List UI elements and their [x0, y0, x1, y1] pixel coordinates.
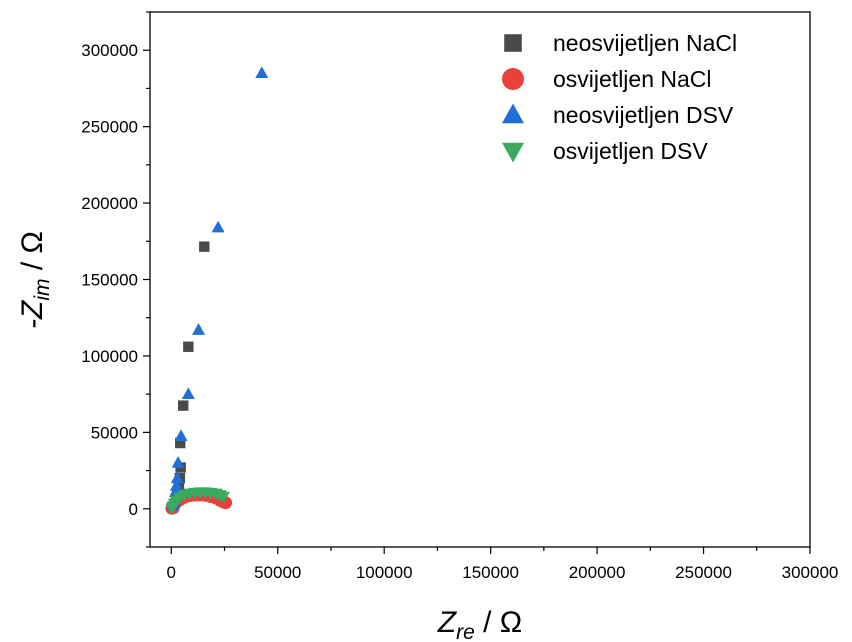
data-point	[178, 400, 189, 411]
data-series	[165, 66, 269, 516]
legend-label: osvijetljen NaCl	[553, 66, 712, 92]
data-point	[255, 66, 269, 79]
data-point	[171, 456, 185, 468]
data-point	[199, 241, 210, 252]
x-tick-label: 50000	[254, 563, 301, 582]
x-tick-label: 0	[167, 563, 176, 582]
x-tick-label: 200000	[569, 563, 626, 582]
y-tick-label: 300000	[81, 41, 138, 60]
data-point	[181, 387, 195, 400]
y-tick-label: 50000	[91, 423, 138, 442]
x-axis-title: Zre / Ω	[437, 606, 522, 642]
y-axis: 0 50000 100000 150000 200000 250000 300000	[81, 11, 150, 548]
data-point	[211, 220, 225, 233]
legend-label: neosvijetljen NaCl	[553, 30, 737, 56]
data-point	[216, 491, 230, 504]
data-point	[192, 323, 206, 335]
y-tick-label: 250000	[81, 118, 138, 137]
legend-marker	[502, 142, 524, 163]
data-point	[169, 479, 183, 491]
series-triangle-down	[165, 487, 230, 516]
x-tick-label: 250000	[675, 563, 732, 582]
series-square	[167, 241, 210, 514]
data-point	[170, 471, 184, 484]
x-tick-label: 300000	[782, 563, 839, 582]
y-tick-label: 0	[129, 500, 138, 519]
y-axis-title: -Zim / Ω	[16, 231, 54, 329]
legend: neosvijetljen NaCl osvijetljen NaCl neosvi…	[502, 30, 737, 164]
data-point	[174, 429, 188, 442]
data-point	[183, 341, 194, 352]
y-tick-label: 100000	[81, 347, 138, 366]
legend-label: neosvijetljen DSV	[553, 102, 734, 128]
legend-marker	[502, 68, 524, 90]
x-axis: 0 50000 100000 150000 200000 250000 300000	[167, 547, 839, 582]
legend-marker	[504, 34, 522, 52]
y-tick-label: 150000	[81, 271, 138, 290]
legend-marker	[502, 103, 524, 124]
x-tick-label: 100000	[356, 563, 413, 582]
data-point	[175, 437, 186, 449]
legend-label: osvijetljen DSV	[553, 138, 708, 164]
y-tick-label: 200000	[81, 194, 138, 213]
x-tick-label: 150000	[462, 563, 519, 582]
plot-frame	[149, 11, 811, 548]
